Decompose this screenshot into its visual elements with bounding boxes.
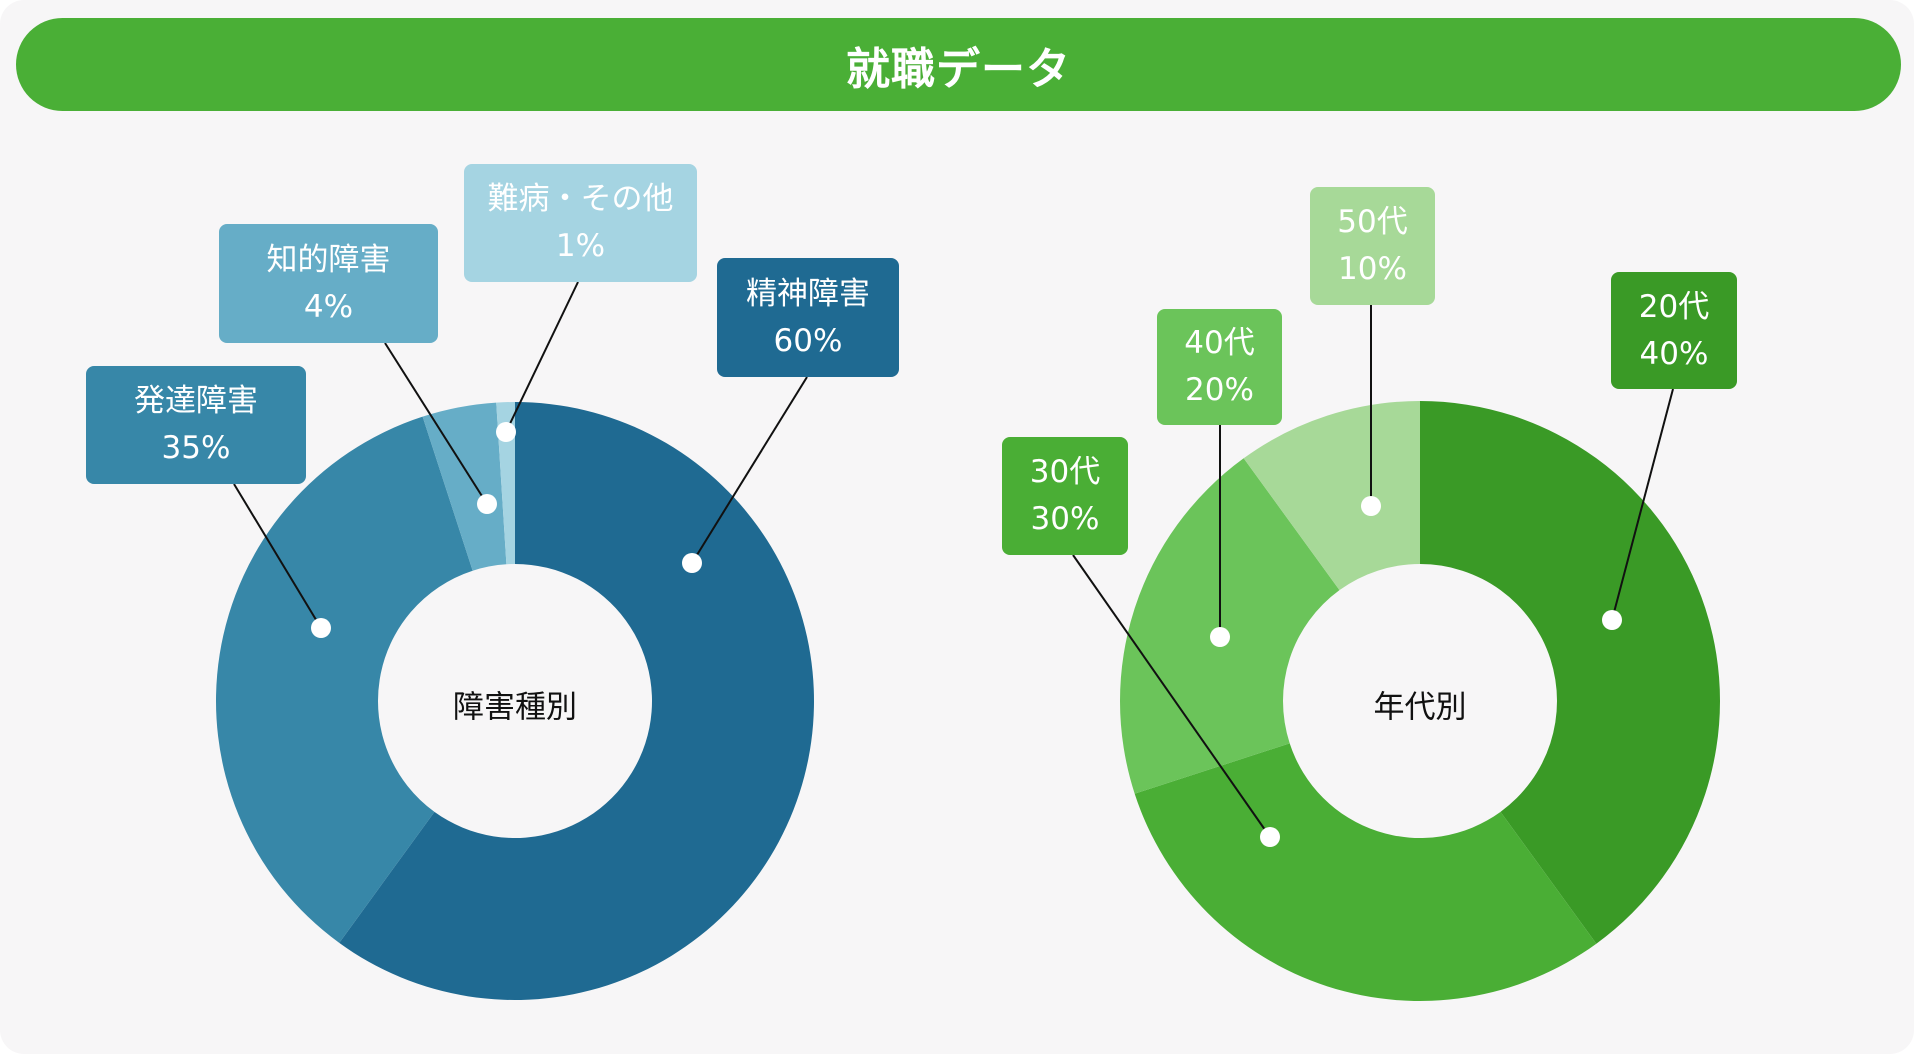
callout-percent: 60% bbox=[773, 322, 843, 359]
leader-line bbox=[1072, 554, 1271, 838]
callout-dot bbox=[477, 494, 497, 514]
leader-line bbox=[233, 483, 322, 629]
callout-dot bbox=[682, 553, 702, 573]
donut-slice bbox=[1243, 401, 1420, 591]
page-title: 就職データ bbox=[846, 43, 1071, 95]
callout-percent: 20% bbox=[1185, 372, 1254, 408]
callout-category: 発達障害 bbox=[134, 383, 258, 419]
donut-slice bbox=[216, 416, 473, 943]
callout-category: 難病・その他 bbox=[487, 181, 674, 217]
callout-category: 20代 bbox=[1638, 288, 1710, 325]
donut-slice bbox=[1120, 458, 1340, 794]
callout-category: 50代 bbox=[1337, 204, 1408, 240]
callout-percent: 1% bbox=[555, 228, 606, 264]
callout-dot bbox=[1210, 627, 1230, 647]
callout-percent: 30% bbox=[1030, 501, 1100, 537]
callout-category: 知的障害 bbox=[266, 241, 391, 278]
donut-slice bbox=[496, 402, 515, 565]
callout-percent: 4% bbox=[303, 288, 354, 325]
leader-line bbox=[691, 376, 808, 564]
callout-label: 精神障害 60% bbox=[717, 258, 899, 377]
callout-label: 20代 40% bbox=[1611, 272, 1737, 389]
leader-line bbox=[384, 342, 488, 505]
callout-percent: 10% bbox=[1338, 251, 1407, 287]
donut-slice bbox=[339, 402, 815, 1001]
callout-label: 30代 30% bbox=[1002, 437, 1128, 555]
callout-dot bbox=[1260, 827, 1280, 847]
callout-label: 発達障害 35% bbox=[86, 366, 306, 484]
title-banner: 就職データ bbox=[16, 18, 1901, 111]
callout-percent: 35% bbox=[161, 430, 231, 466]
leader-line bbox=[1611, 388, 1674, 621]
donut-center-label: 年代別 bbox=[1373, 689, 1467, 726]
donut-slice bbox=[1420, 401, 1721, 944]
callout-category: 精神障害 bbox=[746, 275, 870, 312]
leader-line bbox=[505, 281, 579, 433]
callout-label: 40代 20% bbox=[1157, 309, 1282, 425]
donut-slice bbox=[1134, 743, 1597, 1001]
callout-percent: 40% bbox=[1639, 335, 1709, 372]
callout-dot bbox=[311, 618, 331, 638]
callout-dot bbox=[1602, 610, 1622, 630]
callout-label: 難病・その他 1% bbox=[464, 164, 697, 282]
donut-center-label: 障害種別 bbox=[453, 689, 577, 726]
donut-slice bbox=[422, 402, 507, 571]
callout-label: 知的障害 4% bbox=[219, 224, 438, 343]
callout-category: 30代 bbox=[1029, 454, 1101, 490]
callout-dot bbox=[496, 422, 516, 442]
callout-category: 40代 bbox=[1184, 325, 1255, 361]
callout-dot bbox=[1361, 496, 1381, 516]
callout-label: 50代 10% bbox=[1310, 187, 1435, 305]
